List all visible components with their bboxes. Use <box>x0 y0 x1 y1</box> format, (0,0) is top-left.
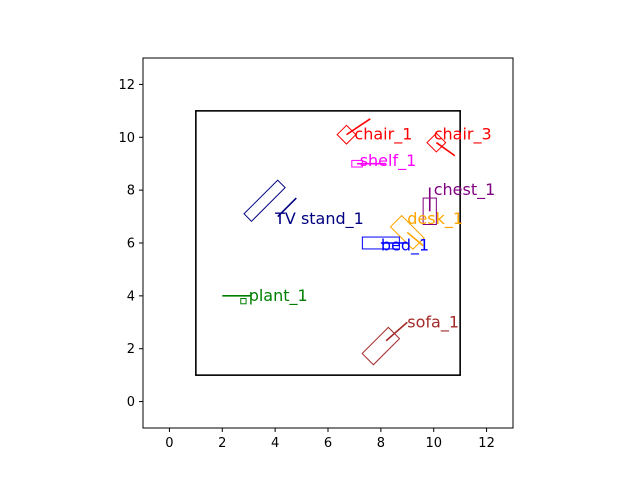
bed-1-label: bed_1 <box>381 236 429 256</box>
object-tv-stand-1: TV stand_1 <box>243 179 364 229</box>
object-bed-1: bed_1 <box>361 236 429 256</box>
plant-1-label: plant_1 <box>249 286 308 306</box>
sofa-1-label: sofa_1 <box>407 312 459 332</box>
tv-stand-1-label: TV stand_1 <box>274 209 364 229</box>
y-tick-label: 10 <box>118 131 135 146</box>
shelf-1-label: shelf_1 <box>360 151 417 171</box>
y-tick-label: 6 <box>127 237 135 252</box>
chair-3-direction-line <box>435 141 456 157</box>
y-tick-label: 0 <box>127 395 135 410</box>
tv-stand-1-footprint <box>243 179 286 222</box>
x-tick-label: 10 <box>425 436 442 451</box>
chest-1-label: chest_1 <box>434 180 496 200</box>
chair-1-footprint <box>336 124 357 145</box>
x-tick-label: 12 <box>478 436 495 451</box>
sofa-1-direction-line <box>385 321 408 342</box>
y-tick-label: 4 <box>127 289 135 304</box>
y-tick-label: 2 <box>127 342 135 357</box>
axes-frame <box>142 57 514 429</box>
tv-stand-1-direction-line <box>277 197 297 218</box>
room-boundary <box>195 110 461 376</box>
object-chair-1: chair_1 <box>336 118 412 145</box>
x-tick-label: 2 <box>218 436 226 451</box>
chair-3-label: chair_3 <box>434 125 492 145</box>
y-tick-label: 12 <box>118 78 135 93</box>
x-tick-label: 8 <box>377 436 385 451</box>
chair-1-label: chair_1 <box>354 125 412 145</box>
desk-1-footprint <box>389 214 425 250</box>
object-desk-1: desk_1 <box>389 209 463 250</box>
object-shelf-1: shelf_1 <box>351 151 417 171</box>
chair-3-footprint <box>426 132 447 153</box>
x-tick-label: 6 <box>324 436 332 451</box>
desk-1-direction-line <box>406 231 424 247</box>
object-sofa-1: sofa_1 <box>361 312 459 366</box>
object-chair-3: chair_3 <box>426 125 492 157</box>
y-tick-label: 8 <box>127 184 135 199</box>
plant-1-footprint <box>240 298 247 305</box>
object-plant-1: plant_1 <box>222 286 308 306</box>
object-chest-1: chest_1 <box>422 180 496 225</box>
chair-1-direction-line <box>346 118 371 136</box>
axis-ticks: 0 2 4 6 8 10 12 0 2 4 6 8 10 12 <box>118 78 494 451</box>
furniture-objects: chair_1 chair_3 shelf_1 chest_1 desk_1 bed_1 T… <box>222 118 496 366</box>
x-tick-label: 0 <box>165 436 173 451</box>
desk-1-label: desk_1 <box>407 209 463 229</box>
x-tick-label: 4 <box>271 436 279 451</box>
